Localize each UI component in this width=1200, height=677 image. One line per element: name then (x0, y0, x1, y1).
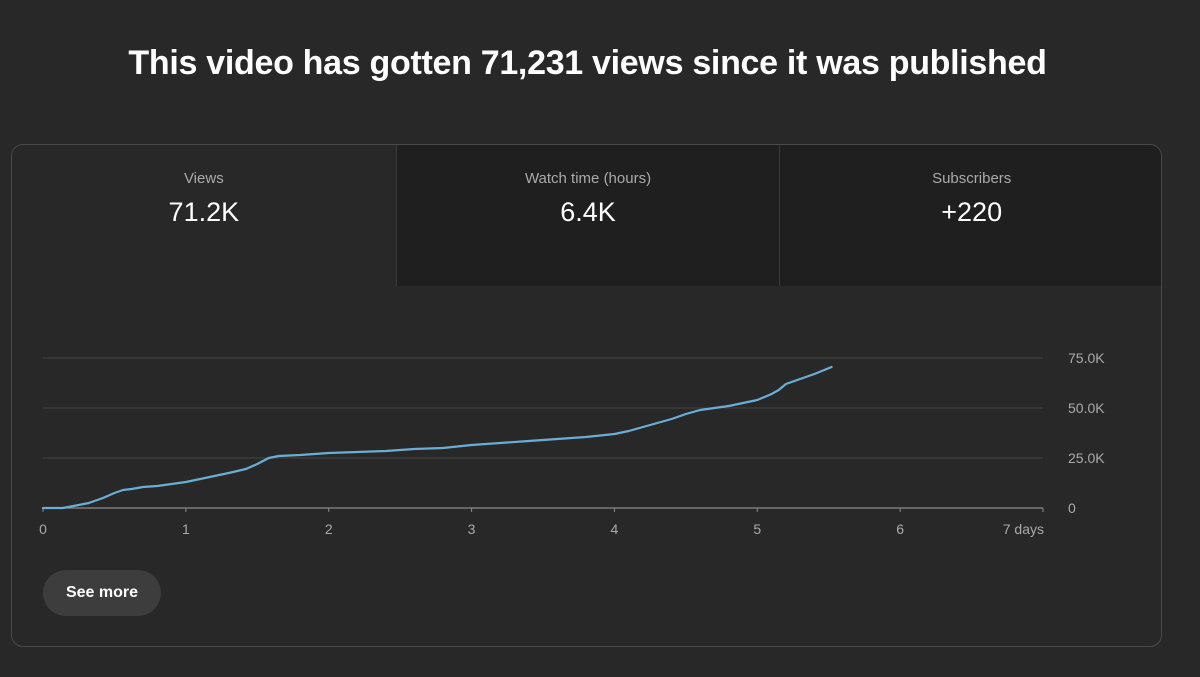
x-tick-label: 3 (468, 521, 476, 537)
x-tick-label: 2 (325, 521, 333, 537)
tab-subscribers-value: +220 (941, 197, 1003, 227)
x-tick-label: 5 (753, 521, 761, 537)
y-tick-label: 25.0K (1068, 450, 1105, 466)
x-tick-label: 6 (896, 521, 904, 537)
analytics-card: Views 71.2K Watch time (hours) 6.4K Subs… (11, 144, 1162, 647)
see-more-button[interactable]: See more (43, 570, 161, 616)
tab-views-value: 71.2K (168, 197, 240, 227)
page-title: This video has gotten 71,231 views since… (128, 44, 1047, 82)
tab-views-label: Views (183, 170, 224, 187)
y-tick-label: 75.0K (1068, 350, 1105, 366)
x-tick-label: 7 days (1003, 521, 1044, 537)
tab-watch-time-value: 6.4K (560, 197, 616, 227)
y-tick-label: 0 (1068, 500, 1076, 516)
y-tick-label: 50.0K (1068, 400, 1105, 416)
tab-watch-time-label: Watch time (hours) (524, 170, 652, 187)
tab-watch-time[interactable]: Watch time (hours) 6.4K (395, 145, 780, 286)
tab-subscribers[interactable]: Subscribers +220 (779, 145, 1161, 286)
tab-views[interactable]: Views 71.2K (12, 145, 396, 286)
views-series-line (41, 365, 833, 510)
x-tick-label: 0 (39, 521, 47, 537)
metric-tabs: Views 71.2K Watch time (hours) 6.4K Subs… (12, 145, 1161, 286)
tab-subscribers-label: Subscribers (932, 170, 1012, 187)
views-line-chart: 0 25.0K 50.0K 75.0K 0 1 2 3 4 5 6 7 days (39, 350, 1105, 537)
x-tick-label: 1 (182, 521, 190, 537)
x-tick-label: 4 (611, 521, 619, 537)
